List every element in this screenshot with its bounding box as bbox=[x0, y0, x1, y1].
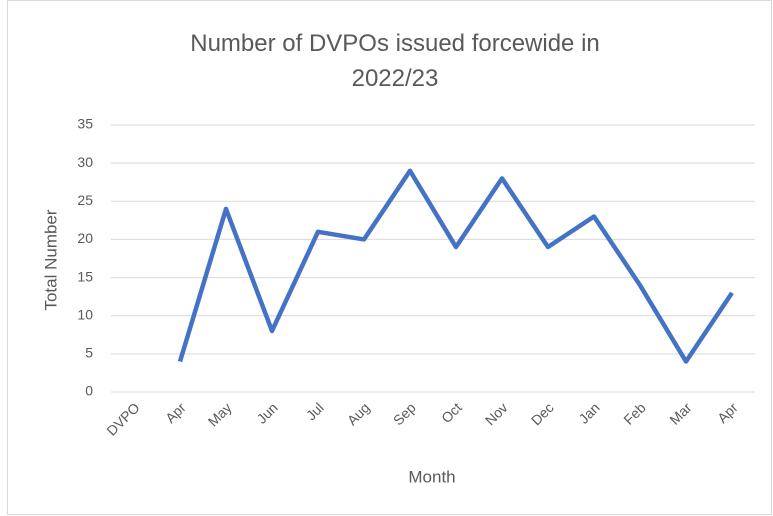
y-axis-label: Total Number bbox=[41, 209, 60, 310]
y-tick-label: 35 bbox=[77, 116, 93, 132]
data-line bbox=[177, 168, 734, 364]
y-tick-label: 25 bbox=[77, 192, 93, 208]
y-tick-label: 30 bbox=[77, 154, 93, 170]
y-tick-label: 20 bbox=[77, 230, 93, 246]
y-tick-label: 15 bbox=[77, 268, 93, 284]
x-axis-label: Month bbox=[408, 467, 455, 486]
y-tick-label: 10 bbox=[77, 306, 93, 322]
y-tick-label: 0 bbox=[85, 383, 93, 399]
chart-frame bbox=[7, 0, 772, 515]
y-tick-label: 5 bbox=[85, 345, 93, 361]
chart-title: Number of DVPOs issued forcewide in 2022/… bbox=[190, 30, 600, 92]
